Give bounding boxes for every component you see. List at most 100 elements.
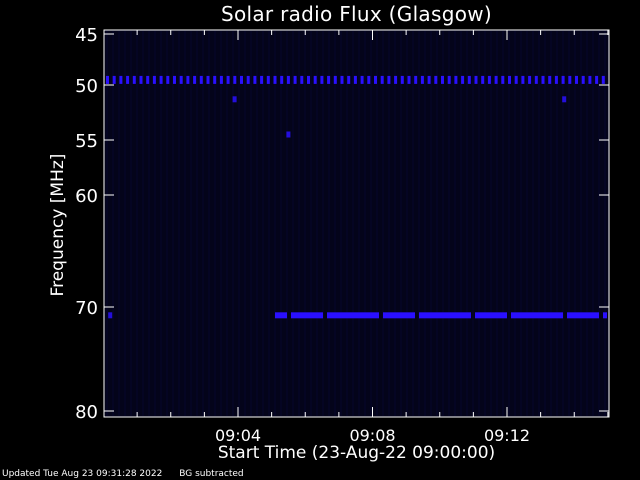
emission-band-0-dot <box>434 75 438 84</box>
emission-band-0-dot <box>561 75 565 84</box>
background-stripe <box>244 31 246 416</box>
plot-area <box>104 30 609 417</box>
emission-band-0-dot <box>313 75 317 84</box>
background-stripe <box>496 31 498 416</box>
emission-band-1-segment <box>519 312 523 319</box>
emission-band-0-dot <box>474 75 478 84</box>
emission-band-1-segment <box>583 312 587 319</box>
emission-band-1-segment <box>331 312 335 319</box>
y-axis-title: Frequency [MHz] <box>48 153 68 297</box>
emission-band-0-dot <box>347 75 351 84</box>
background-stripe <box>514 31 516 416</box>
emission-band-1-segment <box>443 312 447 319</box>
emission-band-1-segment <box>479 312 483 319</box>
background-stripe <box>508 31 510 416</box>
emission-band-0-dot <box>340 75 344 84</box>
emission-spot <box>232 96 237 103</box>
background-stripe <box>208 31 210 416</box>
emission-band-1-segment <box>515 312 519 319</box>
emission-band-0-dot <box>447 75 451 84</box>
emission-band-0-dot <box>173 75 176 84</box>
emission-band-1-segment <box>455 312 459 319</box>
emission-band-1-segment <box>491 312 495 319</box>
background-stripe <box>172 31 174 416</box>
emission-band-1-segment <box>335 312 339 319</box>
background-stripe <box>130 31 132 416</box>
emission-band-1-segment <box>451 312 455 319</box>
background-stripe <box>238 31 240 416</box>
emission-band-1-segment <box>303 312 307 319</box>
emission-band-0-dot <box>420 75 424 84</box>
emission-band-1-segment <box>347 312 351 319</box>
emission-band-1-segment <box>459 312 463 319</box>
emission-band-1-segment <box>295 312 299 319</box>
y-tick-label: 45 <box>75 25 98 46</box>
background-stripe <box>292 31 294 416</box>
emission-band-0-dot <box>528 75 532 84</box>
x-tick-label: 09:08 <box>349 426 395 445</box>
emission-band-1-segment <box>315 312 319 319</box>
background-stripe <box>604 31 606 416</box>
emission-spot <box>108 312 113 319</box>
background-stripe <box>304 31 306 416</box>
background-stripe <box>376 31 378 416</box>
background-stripe <box>226 31 228 416</box>
background-stripe <box>340 31 342 416</box>
emission-band-1-segment <box>399 312 403 319</box>
background-stripe <box>538 31 540 416</box>
emission-band-1-segment <box>311 312 315 319</box>
background-stripe <box>574 31 576 416</box>
background-stripe <box>394 31 396 416</box>
emission-band-0-dot <box>441 75 444 84</box>
background-stripe <box>478 31 480 416</box>
background-stripe <box>124 31 126 416</box>
emission-band-0-dot <box>146 75 150 84</box>
emission-band-1-segment <box>595 312 599 319</box>
background-stripe <box>166 31 168 416</box>
background-stripe <box>310 31 312 416</box>
emission-band-0-dot <box>548 75 552 84</box>
emission-band-1-segment <box>439 312 443 319</box>
emission-band-1-segment <box>503 312 507 319</box>
emission-band-1-segment <box>387 312 391 319</box>
background-stripe <box>184 31 186 416</box>
emission-band-1-segment <box>391 312 395 319</box>
background-stripe <box>556 31 558 416</box>
background-stripe <box>598 31 600 416</box>
emission-band-1-segment <box>339 312 343 319</box>
background-stripe <box>274 31 276 416</box>
background-stripe <box>142 31 144 416</box>
y-tick-label: 60 <box>75 186 98 207</box>
emission-band-1-segment <box>499 312 503 319</box>
y-tick-label: 70 <box>75 298 98 319</box>
bg-subtracted-note: BG subtracted <box>179 469 244 479</box>
emission-band-0-dot <box>119 75 123 84</box>
emission-band-0-dot <box>554 75 558 84</box>
background-stripe <box>256 31 258 416</box>
emission-band-0-dot <box>481 75 485 84</box>
emission-band-1-segment <box>419 312 423 319</box>
emission-band-0-dot <box>374 75 377 84</box>
emission-band-1-segment <box>395 312 399 319</box>
emission-band-0-dot <box>400 75 404 84</box>
emission-band-0-dot <box>213 75 217 84</box>
background-stripe <box>442 31 444 416</box>
emission-band-1-segment <box>279 312 283 319</box>
emission-band-0-dot <box>186 75 190 84</box>
x-tick-label: 09:12 <box>484 426 530 445</box>
emission-band-1-segment <box>535 312 539 319</box>
emission-band-1-segment <box>551 312 555 319</box>
background-stripe <box>502 31 504 416</box>
emission-band-1-segment <box>603 312 607 319</box>
background-stripe <box>328 31 330 416</box>
background-stripe <box>568 31 570 416</box>
background-stripe <box>526 31 528 416</box>
emission-band-1-segment <box>571 312 575 319</box>
emission-band-0-dot <box>333 75 337 84</box>
emission-band-1-segment <box>487 312 491 319</box>
emission-band-1-segment <box>527 312 531 319</box>
emission-band-1-segment <box>575 312 579 319</box>
emission-band-0-dot <box>588 75 592 84</box>
emission-band-0-dot <box>246 75 250 84</box>
